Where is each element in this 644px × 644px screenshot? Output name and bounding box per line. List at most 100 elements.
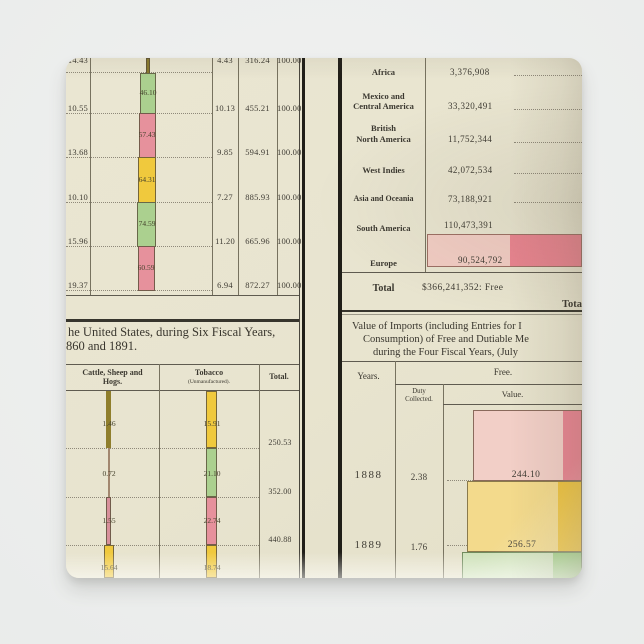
segment-value-label: 74.59	[138, 219, 156, 228]
header-rule	[342, 361, 582, 362]
region-name: Asia and Oceania	[353, 194, 414, 203]
row-leader-line	[66, 448, 259, 449]
header-rule	[66, 364, 299, 365]
table-cell: 100.00	[277, 280, 302, 290]
bar-value-label: 0.72	[102, 469, 116, 478]
section-title-line: during the Four Fiscal Years, (July	[373, 347, 518, 358]
table-cell: 10.13	[214, 103, 236, 113]
bar-value-label: 22.74	[203, 516, 221, 525]
column-header: Hogs.	[102, 377, 123, 386]
header-rule	[66, 390, 299, 391]
table-cell: 455.21	[245, 103, 270, 113]
region-name: West Indies	[362, 165, 405, 175]
total-cell: 250.53	[268, 438, 292, 447]
bar-dark-cap	[510, 235, 581, 266]
table-bottom-rule	[66, 295, 299, 296]
atlas-chart-magnet: 14.43 10.55 13.68 10.10 15.96 19.37 4.43…	[66, 58, 582, 578]
region-value: 110,473,391	[444, 220, 494, 230]
table-cell: 6.94	[217, 280, 233, 290]
total-edge-label: Tota	[562, 299, 582, 310]
segment-value-label: 60.59	[137, 263, 155, 272]
bar-dark-cap	[553, 553, 581, 578]
table-cell: 316.24	[245, 58, 270, 65]
bar-value-label: 1.55	[102, 516, 116, 525]
year-bar-next	[462, 552, 582, 578]
europe-horizontal-bar	[427, 234, 582, 267]
bar-value-label: 1.46	[102, 419, 116, 428]
row-leader-line	[514, 142, 582, 143]
region-name: British	[370, 123, 397, 133]
region-name: Africa	[371, 67, 396, 77]
page-edge-rule	[338, 58, 342, 578]
segment-value-label: 64.31	[138, 175, 156, 184]
column-header: Collected.	[405, 395, 433, 403]
year-cell: 1888	[354, 469, 383, 481]
row-leader-line	[447, 545, 467, 546]
bar-segment-yellow	[104, 545, 114, 578]
header-rule	[395, 384, 582, 385]
paper-surface: 14.43 10.55 13.68 10.10 15.96 19.37 4.43…	[66, 58, 582, 578]
total-row-value: $366,241,352: Free	[422, 283, 504, 293]
column-header: Total.	[269, 372, 289, 381]
grid-line	[212, 58, 213, 295]
table-cell: 19.37	[67, 280, 88, 290]
table-cell: 885.93	[245, 192, 270, 202]
region-name: Mexico and	[362, 91, 405, 101]
section-title-line: Consumption) of Free and Dutiable Me	[363, 334, 529, 345]
bar-value-label: 15.64	[100, 563, 118, 572]
section-title-line: Value of Imports (including Entries for …	[352, 321, 522, 332]
region-value: 73,188,921	[448, 194, 493, 204]
duty-cell: 2.38	[410, 472, 428, 482]
table-cell: 15.96	[67, 236, 88, 246]
segment-value-label: 57.43	[138, 130, 156, 139]
region-name: Central America	[353, 101, 414, 111]
column-header-subtitle: (Unmanufactured).	[188, 379, 230, 385]
total-cell: 352.00	[268, 487, 292, 496]
table-cell: 10.55	[67, 103, 88, 113]
bar-value-label: 15.91	[203, 419, 221, 428]
year-cell: 1889	[354, 539, 383, 551]
table-cell: 14.43	[67, 58, 88, 65]
table-cell: 100.00	[277, 103, 302, 113]
section-divider-rule	[66, 319, 299, 322]
table-cell: 665.96	[245, 236, 270, 246]
table-cell: 100.00	[277, 236, 302, 246]
bar-dark-cap	[563, 411, 581, 480]
region-value: 90,524,792	[458, 255, 503, 265]
page-edge-rule	[302, 58, 305, 578]
total-row-label: Total	[372, 283, 395, 294]
region-value: 3,376,908	[450, 67, 490, 77]
column-header: Years.	[357, 371, 380, 381]
column-divider	[425, 58, 426, 272]
grid-line	[277, 58, 278, 295]
region-value: 42,072,534	[448, 165, 493, 175]
segment-value-label: 46.10	[139, 88, 157, 97]
region-value: 11,752,344	[448, 134, 493, 144]
table-cell: 594.91	[245, 147, 270, 157]
row-leader-line	[514, 109, 582, 110]
column-divider	[259, 364, 260, 578]
grid-line	[90, 58, 91, 295]
section-title-line: he United States, during Six Fiscal Year…	[68, 325, 276, 339]
table-cell: 13.68	[67, 147, 88, 157]
table-cell: 9.85	[217, 147, 233, 157]
row-leader-line	[514, 75, 582, 76]
region-name: South America	[356, 223, 411, 233]
row-leader-line	[514, 202, 582, 203]
row-leader-line	[514, 173, 582, 174]
column-divider	[443, 384, 444, 578]
column-header: Value.	[501, 389, 524, 399]
table-cell: 872.27	[245, 280, 270, 290]
row-leader-line	[66, 497, 259, 498]
region-value: 33,320,491	[448, 101, 493, 111]
total-cell: 440.88	[268, 535, 292, 544]
page-edge-rule	[299, 58, 300, 578]
bar-dark-cap	[558, 482, 581, 551]
table-cell: 11.20	[215, 236, 235, 246]
table-cell: 100.00	[277, 58, 302, 65]
table-rule	[342, 272, 582, 273]
row-leader-line	[66, 72, 212, 73]
table-cell: 7.27	[217, 192, 233, 202]
bar-value-label: 18.74	[203, 563, 221, 572]
